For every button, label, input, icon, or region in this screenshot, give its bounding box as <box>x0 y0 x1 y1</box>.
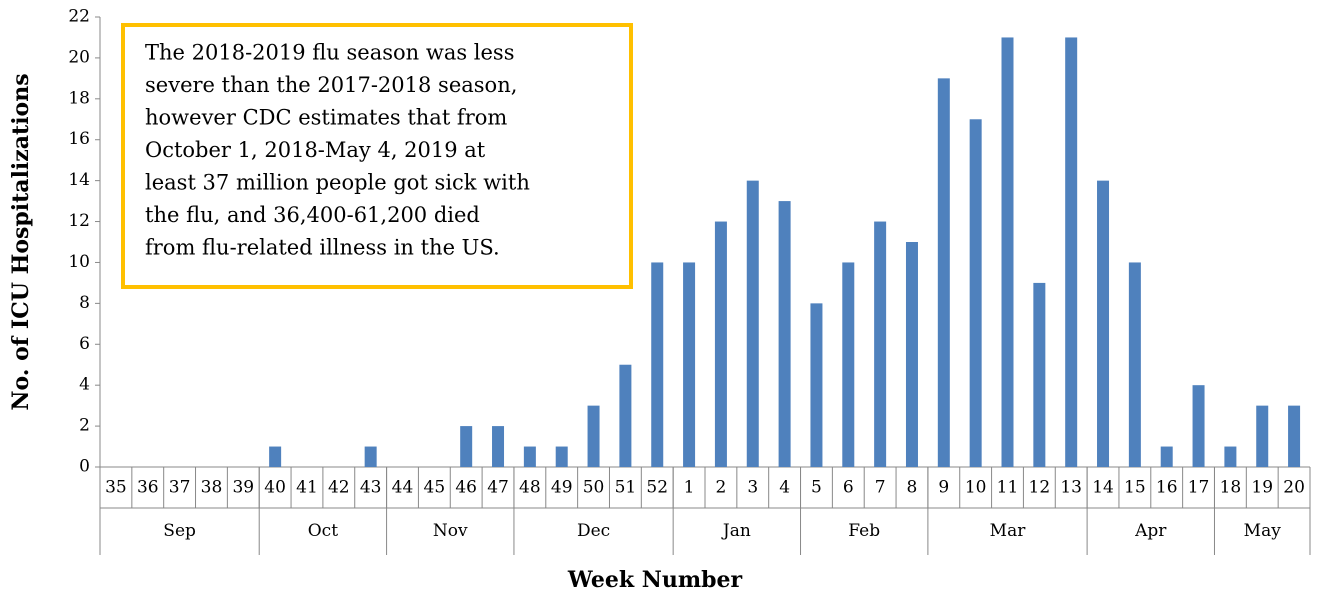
x-tick-label: 51 <box>615 478 637 498</box>
y-tick-label: 0 <box>79 457 90 477</box>
x-tick-label: 15 <box>1124 478 1146 498</box>
y-tick-label: 2 <box>79 416 90 436</box>
x-tick-label: 12 <box>1029 478 1051 498</box>
x-tick-label: 52 <box>646 478 668 498</box>
x-tick-label: 5 <box>811 478 822 498</box>
x-tick-label: 46 <box>455 478 477 498</box>
bar <box>969 119 982 467</box>
y-tick-label: 16 <box>68 129 90 149</box>
y-tick-label: 10 <box>68 252 90 272</box>
bar <box>523 446 536 467</box>
y-tick-label: 18 <box>68 88 90 108</box>
annotation-line: least 37 million people got sick with <box>145 171 530 195</box>
x-tick-label: 18 <box>1220 478 1242 498</box>
x-tick-label: 14 <box>1092 478 1114 498</box>
bar <box>874 221 887 467</box>
y-tick-label: 8 <box>79 293 90 313</box>
bar <box>937 78 950 467</box>
x-tick-label: 6 <box>843 478 854 498</box>
bar <box>651 262 664 467</box>
x-tick-label: 8 <box>907 478 918 498</box>
y-tick-label: 4 <box>79 375 90 395</box>
x-tick-label: 48 <box>519 478 541 498</box>
annotation-line: the flu, and 36,400-61,200 died <box>145 203 480 227</box>
bar <box>460 426 473 467</box>
y-tick-label: 14 <box>68 170 90 190</box>
x-tick-label: 45 <box>424 478 446 498</box>
x-tick-label: 50 <box>583 478 605 498</box>
x-tick-label: 38 <box>201 478 223 498</box>
x-tick-label: 9 <box>938 478 949 498</box>
group-label: Sep <box>163 521 196 541</box>
group-label: Mar <box>990 521 1027 541</box>
bar <box>555 446 568 467</box>
bar <box>1065 37 1078 468</box>
bar <box>1097 180 1110 468</box>
bar <box>364 446 377 467</box>
x-tick-label: 16 <box>1156 478 1178 498</box>
bar <box>619 364 632 467</box>
x-tick-label: 39 <box>232 478 254 498</box>
x-tick-label: 41 <box>296 478 318 498</box>
bar <box>842 262 855 467</box>
x-tick-label: 4 <box>779 478 790 498</box>
x-tick-label: 40 <box>264 478 286 498</box>
annotation-box <box>121 23 633 289</box>
y-tick-label: 6 <box>79 334 90 354</box>
x-tick-label: 19 <box>1251 478 1273 498</box>
x-tick-label: 20 <box>1283 478 1305 498</box>
annotation-line: The 2018-2019 flu season was less <box>145 41 515 65</box>
annotation-line: however CDC estimates that from <box>145 106 507 130</box>
bar <box>1160 446 1173 467</box>
x-tick-label: 36 <box>137 478 159 498</box>
bar <box>746 180 759 468</box>
x-tick-label: 7 <box>875 478 886 498</box>
y-axis-title: No. of ICU Hospitalizations <box>8 73 34 410</box>
x-tick-label: 1 <box>684 478 695 498</box>
x-tick-label: 13 <box>1060 478 1082 498</box>
y-tick-label: 22 <box>68 7 90 27</box>
annotation-line: severe than the 2017-2018 season, <box>145 73 517 97</box>
bar <box>1001 37 1014 468</box>
bar <box>1288 405 1301 467</box>
bar <box>492 426 505 467</box>
x-tick-label: 35 <box>105 478 127 498</box>
group-label: Nov <box>433 521 468 541</box>
bar <box>1224 446 1237 467</box>
x-tick-label: 10 <box>965 478 987 498</box>
bar <box>905 242 918 467</box>
y-tick-label: 20 <box>68 47 90 67</box>
bar <box>1128 262 1141 467</box>
x-axis-title: Week Number <box>567 567 743 593</box>
x-tick-label: 2 <box>716 478 727 498</box>
x-tick-label: 11 <box>997 478 1019 498</box>
group-label: Jan <box>721 521 751 541</box>
annotation-line: from flu-related illness in the US. <box>145 236 500 260</box>
annotation-line: October 1, 2018-May 4, 2019 at <box>145 138 486 162</box>
x-tick-label: 42 <box>328 478 350 498</box>
x-tick-label: 43 <box>360 478 382 498</box>
x-tick-label: 17 <box>1188 478 1210 498</box>
group-label: May <box>1244 521 1282 541</box>
x-tick-label: 47 <box>487 478 509 498</box>
bar <box>1192 385 1205 467</box>
y-tick-label: 12 <box>68 211 90 231</box>
x-tick-label: 49 <box>551 478 573 498</box>
bar <box>810 303 823 467</box>
group-label: Oct <box>308 521 338 541</box>
bar <box>714 221 727 467</box>
x-tick-label: 37 <box>169 478 191 498</box>
bar <box>587 405 600 467</box>
bar <box>683 262 696 467</box>
bar <box>1033 282 1046 467</box>
bar <box>778 201 791 467</box>
x-tick-label: 3 <box>747 478 758 498</box>
bar <box>269 446 282 467</box>
bar <box>1256 405 1269 467</box>
group-label: Feb <box>848 521 880 541</box>
x-tick-label: 44 <box>392 478 414 498</box>
group-label: Dec <box>577 521 610 541</box>
group-label: Apr <box>1134 521 1167 541</box>
